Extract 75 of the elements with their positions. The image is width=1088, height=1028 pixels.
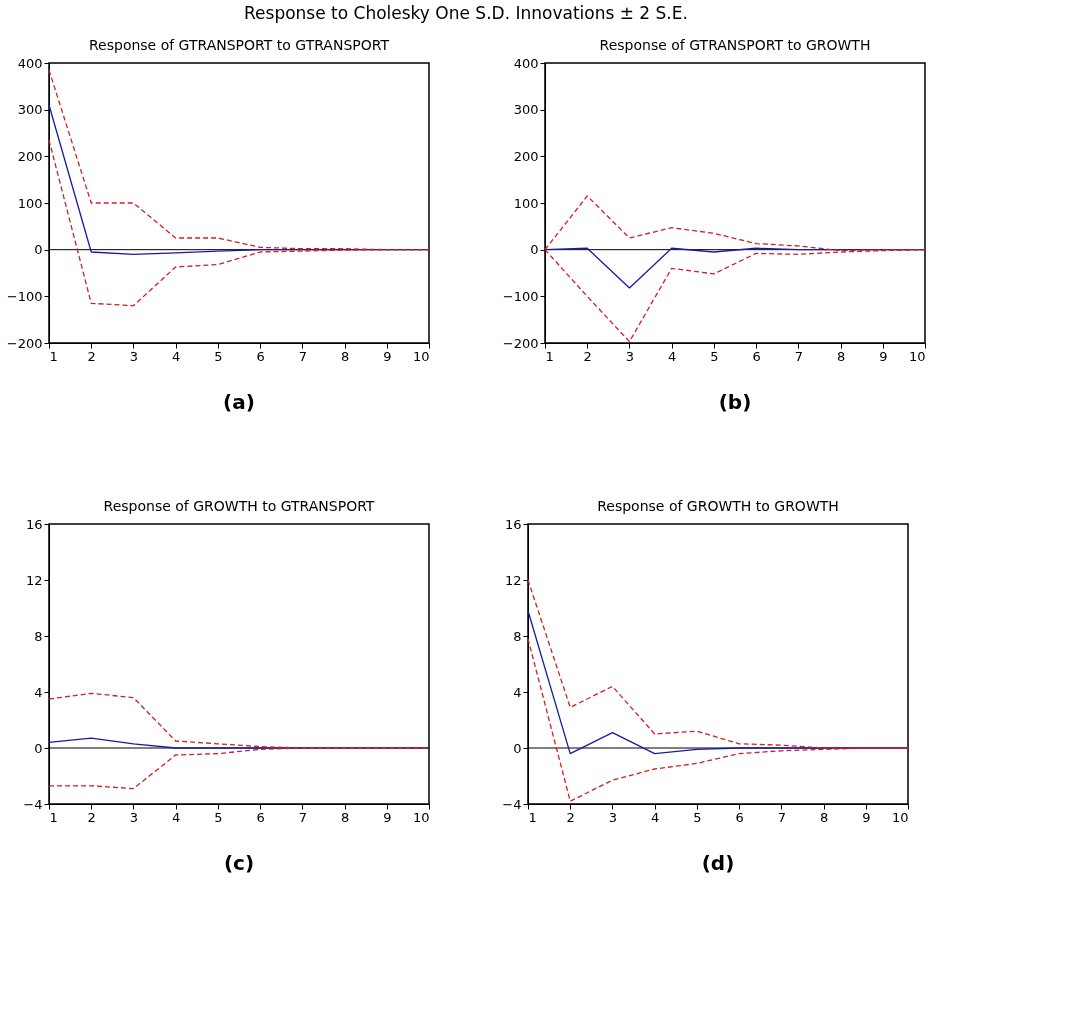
- y-tick-label: 200: [513, 148, 539, 164]
- x-tick-label: 4: [668, 348, 677, 364]
- x-tick-label: 3: [625, 348, 635, 364]
- x-tick-label: 4: [172, 809, 181, 825]
- x-tick-label: 1: [49, 348, 58, 364]
- x-tick-label: 9: [879, 348, 888, 364]
- y-tick-label: 4: [34, 684, 43, 700]
- y-tick-label: 0: [34, 242, 43, 258]
- x-tick-label: 2: [87, 348, 96, 364]
- y-tick-label: 0: [34, 740, 43, 756]
- x-tick-label: 9: [383, 348, 392, 364]
- text: (d): [701, 851, 735, 875]
- x-tick-label: 1: [49, 809, 58, 825]
- text: (a): [223, 390, 255, 414]
- x-tick-label: 10: [412, 348, 430, 364]
- x-tick-label: 10: [908, 348, 926, 364]
- chart-title: Response of GTRANSPORT to GTRANSPORT: [88, 37, 390, 53]
- x-tick-label: 9: [862, 809, 871, 825]
- x-tick-label: 6: [256, 348, 265, 364]
- x-tick-label: 8: [819, 809, 829, 825]
- x-tick-label: 3: [129, 809, 139, 825]
- y-tick-label: 400: [513, 55, 539, 71]
- x-tick-label: 2: [87, 809, 96, 825]
- y-tick-label: 12: [504, 572, 522, 588]
- x-tick-label: 5: [693, 809, 702, 825]
- x-tick-label: 5: [214, 348, 223, 364]
- y-tick-label: 300: [17, 102, 43, 118]
- x-tick-label: 9: [383, 809, 392, 825]
- y-tick-label: 16: [25, 516, 43, 532]
- x-tick-label: 7: [794, 348, 803, 364]
- x-tick-label: 3: [129, 348, 139, 364]
- y-tick-label: 0: [513, 740, 522, 756]
- y-tick-label: 100: [513, 195, 539, 211]
- x-tick-label: 4: [651, 809, 660, 825]
- x-tick-label: 4: [172, 348, 181, 364]
- x-tick-label: 2: [583, 348, 592, 364]
- x-tick-label: 8: [340, 348, 350, 364]
- x-tick-label: 10: [891, 809, 909, 825]
- text: (c): [223, 851, 255, 875]
- x-tick-label: 1: [528, 809, 537, 825]
- x-tick-label: 1: [545, 348, 554, 364]
- y-tick-label: −4: [502, 796, 522, 812]
- y-tick-label: −200: [6, 335, 43, 351]
- y-tick-label: 200: [17, 148, 43, 164]
- x-tick-label: 2: [566, 809, 575, 825]
- y-tick-label: 400: [17, 55, 43, 71]
- y-tick-label: 4: [513, 684, 522, 700]
- x-tick-label: 10: [412, 809, 430, 825]
- y-tick-label: 12: [25, 572, 43, 588]
- chart-title: Response of GROWTH to GTRANSPORT: [103, 498, 375, 514]
- y-tick-label: −200: [502, 335, 539, 351]
- x-tick-label: 6: [735, 809, 744, 825]
- x-tick-label: 5: [710, 348, 719, 364]
- y-tick-label: −100: [6, 288, 43, 304]
- x-tick-label: 7: [298, 348, 307, 364]
- x-tick-label: 5: [214, 809, 223, 825]
- x-tick-label: 6: [752, 348, 761, 364]
- x-tick-label: 6: [256, 809, 265, 825]
- y-tick-label: 300: [513, 102, 539, 118]
- x-tick-label: 8: [836, 348, 846, 364]
- y-tick-label: 8: [513, 628, 522, 644]
- text: (b): [718, 390, 752, 414]
- x-tick-label: 8: [340, 809, 350, 825]
- chart-title: Response of GTRANSPORT to GROWTH: [599, 37, 871, 53]
- y-tick-label: 0: [530, 242, 539, 258]
- y-tick-label: 8: [34, 628, 43, 644]
- x-tick-label: 3: [608, 809, 618, 825]
- y-tick-label: −100: [502, 288, 539, 304]
- x-tick-label: 7: [777, 809, 786, 825]
- y-tick-label: −4: [23, 796, 43, 812]
- x-tick-label: 7: [298, 809, 307, 825]
- chart-title: Response of GROWTH to GROWTH: [597, 498, 839, 514]
- y-tick-label: 16: [504, 516, 522, 532]
- text: Response to Cholesky One S.D. Innovations ± 2 S.E.: [244, 3, 688, 24]
- y-tick-label: 100: [17, 195, 43, 211]
